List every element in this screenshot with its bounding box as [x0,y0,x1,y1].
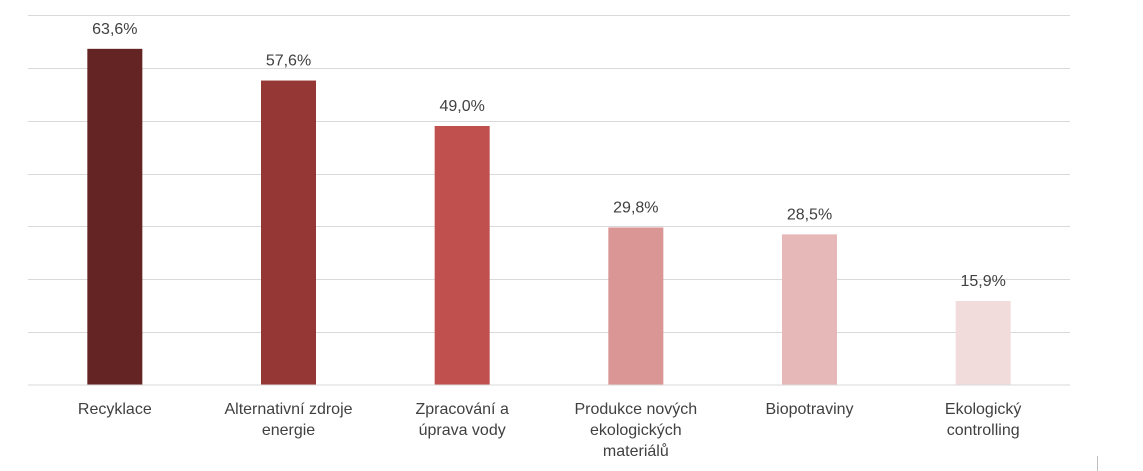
category-label-line: Zpracování a [415,401,509,418]
data-label: 29,8% [613,199,658,216]
bar [955,300,1011,385]
data-label: 63,6% [92,21,137,38]
category-label-line: Produkce nových [574,401,698,418]
bar [87,48,143,385]
category-label: Produkce nových ekologických materiálů [561,399,711,462]
category-label: Zpracování a úprava vody [387,399,537,441]
category-label-line: Alternativní zdroje [224,401,353,418]
category-label: Recyklace [40,399,190,420]
bars [87,48,1011,386]
bar [608,227,664,385]
bar [434,126,490,385]
category-label-line: Recyklace [77,401,152,418]
category-label: Biopotraviny [735,399,885,420]
category-label-line: Biopotraviny [765,401,854,418]
category-label-line: materiálů [602,443,669,460]
data-label: 49,0% [439,98,484,115]
category-label: Ekologický controlling [908,399,1058,441]
data-label: 28,5% [787,206,832,223]
category-label-line: Ekologický [944,401,1022,418]
category-label-line: ekologických [590,422,682,439]
corner-mark [1097,456,1098,471]
category-label-line: energie [261,422,316,439]
category-label-line: controlling [946,422,1020,439]
category-label-line: úprava vody [418,422,506,439]
gridlines [28,15,1070,333]
category-label: Alternativní zdroje energie [214,399,364,441]
bar [782,234,837,385]
data-label: 15,9% [960,273,1005,290]
data-labels: 63,6% 57,6% 49,0% 29,8% 28,5% 15,9% [92,21,1006,290]
data-label: 57,6% [266,53,311,70]
bar [261,80,316,386]
